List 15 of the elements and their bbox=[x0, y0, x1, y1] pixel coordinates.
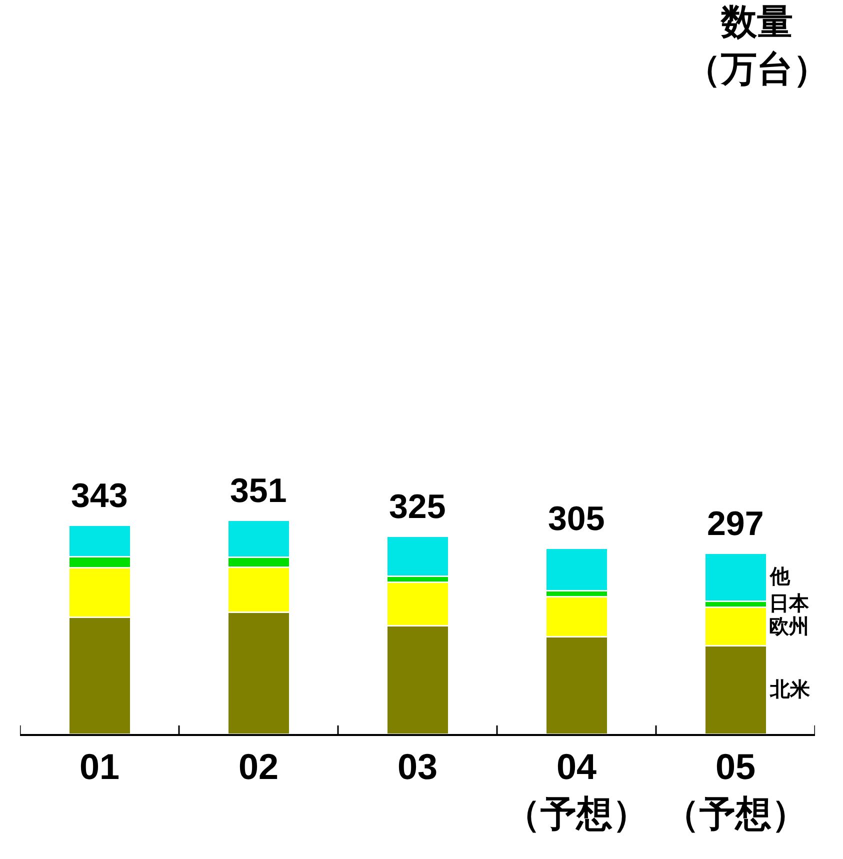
x-tick-label: 03 bbox=[397, 746, 438, 788]
series-label: 欧州 bbox=[769, 616, 809, 638]
x-tick-label: 05 （予想） bbox=[664, 746, 808, 834]
x-tick-label: 04 （予想） bbox=[504, 746, 648, 834]
text: 数量（万台） bbox=[685, 1, 829, 89]
x-tick-label: 01 bbox=[79, 746, 120, 788]
series-label: 他 bbox=[769, 566, 791, 588]
series-label: 日本 bbox=[769, 593, 810, 615]
annotation: 305 bbox=[548, 500, 605, 538]
series-label: 北米 bbox=[769, 679, 811, 701]
annotation: 297 bbox=[707, 505, 764, 543]
x-tick-label: 02 bbox=[238, 746, 279, 788]
annotation: 325 bbox=[389, 488, 446, 526]
annotation: 343 bbox=[71, 477, 128, 515]
annotation: 351 bbox=[230, 472, 287, 510]
